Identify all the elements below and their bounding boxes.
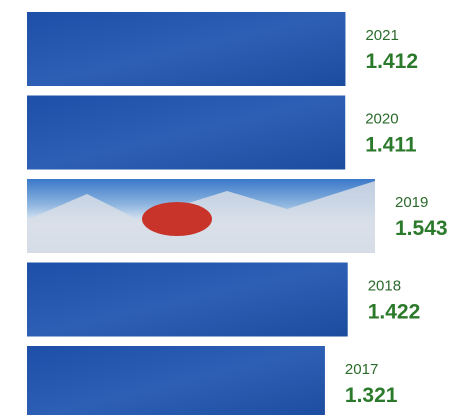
bar [27, 262, 348, 337]
value-label: 1.422 [368, 301, 421, 324]
category-label: 2020 [365, 111, 398, 128]
bar [27, 346, 325, 415]
value-label: 1.543 [395, 217, 448, 240]
category-label: 2019 [395, 194, 428, 211]
bar [27, 12, 346, 86]
category-label: 2017 [345, 361, 378, 378]
value-label: 1.321 [345, 384, 398, 407]
bar [27, 95, 346, 170]
helicopter [142, 202, 212, 236]
value-label: 1.412 [365, 50, 418, 73]
value-label: 1.411 [365, 134, 417, 157]
category-label: 2018 [368, 278, 401, 295]
category-label: 2021 [365, 27, 398, 44]
